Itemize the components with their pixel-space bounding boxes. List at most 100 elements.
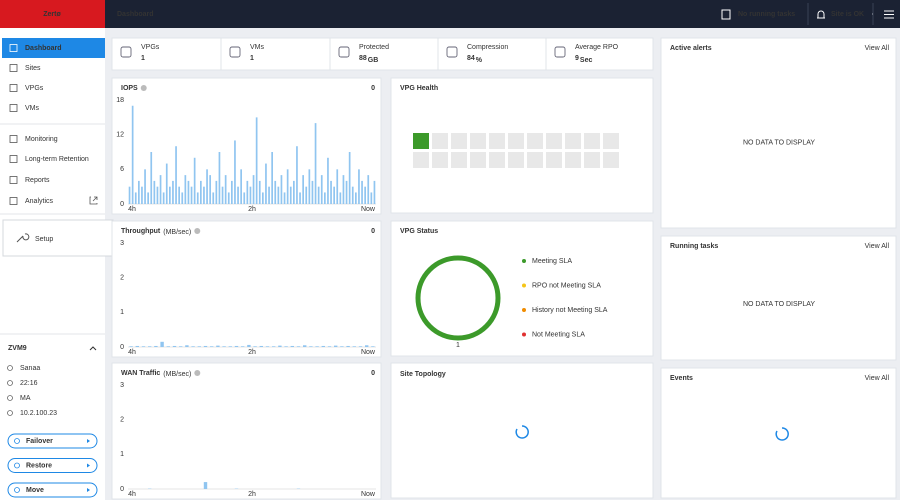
y-tick-label: 6 xyxy=(120,166,124,173)
health-cell xyxy=(565,133,581,149)
summary-unit: % xyxy=(476,57,483,64)
card-title: Active alerts xyxy=(670,45,712,52)
menu-item[interactable]: VMs xyxy=(25,105,40,112)
health-cell xyxy=(413,152,429,168)
health-cell xyxy=(470,133,486,149)
current-value: 0 xyxy=(371,228,375,235)
legend-dot xyxy=(522,284,526,288)
y-tick-label: 2 xyxy=(120,275,124,282)
health-cell xyxy=(489,152,505,168)
card-title: Running tasks xyxy=(670,243,718,250)
wan_traffic-card xyxy=(112,363,381,499)
y-tick-label: 1 xyxy=(120,309,124,316)
card-title: VPG Health xyxy=(400,85,438,92)
summary-label: Protected xyxy=(359,44,389,51)
empty-message: NO DATA TO DISPLAY xyxy=(743,139,815,146)
health-cell xyxy=(432,152,448,168)
legend-label: Not Meeting SLA xyxy=(532,331,585,338)
x-tick-label: 4h xyxy=(128,349,136,356)
y-tick-label: 1 xyxy=(120,451,124,458)
summary-value: 9 xyxy=(575,55,579,62)
setup[interactable]: Setup xyxy=(35,236,53,243)
site-topology-card xyxy=(391,363,653,498)
help-icon xyxy=(194,228,200,234)
action-label[interactable]: Restore xyxy=(26,462,52,469)
menu-item[interactable]: VPGs xyxy=(25,85,44,92)
help-icon xyxy=(194,370,200,376)
throughput-card xyxy=(112,221,381,357)
health-cell xyxy=(584,152,600,168)
legend-dot xyxy=(522,259,526,263)
logo: Zertø xyxy=(43,11,61,18)
legend-dot xyxy=(522,333,526,337)
view-all-link[interactable]: View All xyxy=(865,375,890,382)
sidebar xyxy=(0,28,105,500)
y-tick-label: 3 xyxy=(120,382,124,389)
action-label[interactable]: Failover xyxy=(26,438,53,445)
site-ip: 10.2.100.23 xyxy=(20,410,57,417)
legend-label: Meeting SLA xyxy=(532,258,572,265)
health-cell xyxy=(584,133,600,149)
site-status[interactable]: Site is OK xyxy=(831,11,864,18)
menu-item[interactable]: Dashboard xyxy=(25,45,62,52)
x-tick-label: 2h xyxy=(248,349,256,356)
card-title: VPG Status xyxy=(400,228,438,235)
menu-item[interactable]: Reports xyxy=(25,177,50,184)
health-cell xyxy=(451,152,467,168)
summary-value: 88 xyxy=(359,55,367,62)
y-tick-label: 3 xyxy=(120,240,124,247)
health-cell xyxy=(470,152,486,168)
summary-card xyxy=(112,38,653,70)
card-title: WAN Traffic xyxy=(121,370,160,377)
summary-value: 1 xyxy=(141,55,145,62)
donut-total: 1 xyxy=(456,342,460,349)
health-cell xyxy=(527,133,543,149)
summary-label: Average RPO xyxy=(575,44,619,51)
action-label[interactable]: Move xyxy=(26,487,44,494)
legend-label: RPO not Meeting SLA xyxy=(532,282,601,289)
y-tick-label: 18 xyxy=(116,97,124,104)
x-tick-label: 2h xyxy=(248,206,256,213)
health-cell xyxy=(413,133,429,149)
x-tick-label: Now xyxy=(361,349,376,356)
action-button[interactable] xyxy=(8,459,97,473)
view-all-link[interactable]: View All xyxy=(865,243,890,250)
page-title: Dashboard xyxy=(117,11,154,18)
site-name: ZVM9 xyxy=(8,345,27,352)
menu-item[interactable]: Monitoring xyxy=(25,136,58,143)
x-tick-label: 4h xyxy=(128,206,136,213)
tasks-status[interactable]: No running tasks xyxy=(738,11,795,18)
summary-label: VMs xyxy=(250,44,265,51)
current-value: 0 xyxy=(371,85,375,92)
y-tick-label: 2 xyxy=(120,417,124,424)
summary-unit: GB xyxy=(368,57,379,64)
card-unit: (MB/sec) xyxy=(163,371,191,378)
health-cell xyxy=(508,152,524,168)
site-location: MA xyxy=(20,395,31,402)
card-title: IOPS xyxy=(121,85,138,92)
summary-label: VPGs xyxy=(141,44,160,51)
health-cell xyxy=(489,133,505,149)
card-unit: (MB/sec) xyxy=(163,229,191,236)
action-button[interactable] xyxy=(8,483,97,497)
summary-value: 1 xyxy=(250,55,254,62)
health-cell xyxy=(527,152,543,168)
health-cell xyxy=(432,133,448,149)
menu-item[interactable]: Long-term Retention xyxy=(25,156,89,163)
x-tick-label: Now xyxy=(361,491,376,498)
card-title: Events xyxy=(670,375,693,382)
y-tick-label: 12 xyxy=(116,132,124,139)
vpg-status-card xyxy=(391,221,653,356)
view-all-link[interactable]: View All xyxy=(865,45,890,52)
health-cell xyxy=(546,133,562,149)
legend-label: History not Meeting SLA xyxy=(532,307,608,314)
menu-item[interactable]: Analytics xyxy=(25,198,54,205)
x-tick-label: 4h xyxy=(128,491,136,498)
x-tick-label: 2h xyxy=(248,491,256,498)
y-tick-label: 0 xyxy=(120,486,124,493)
summary-unit: Sec xyxy=(580,57,593,64)
y-tick-label: 0 xyxy=(120,201,124,208)
health-cell xyxy=(508,133,524,149)
menu-item[interactable]: Sites xyxy=(25,65,41,72)
